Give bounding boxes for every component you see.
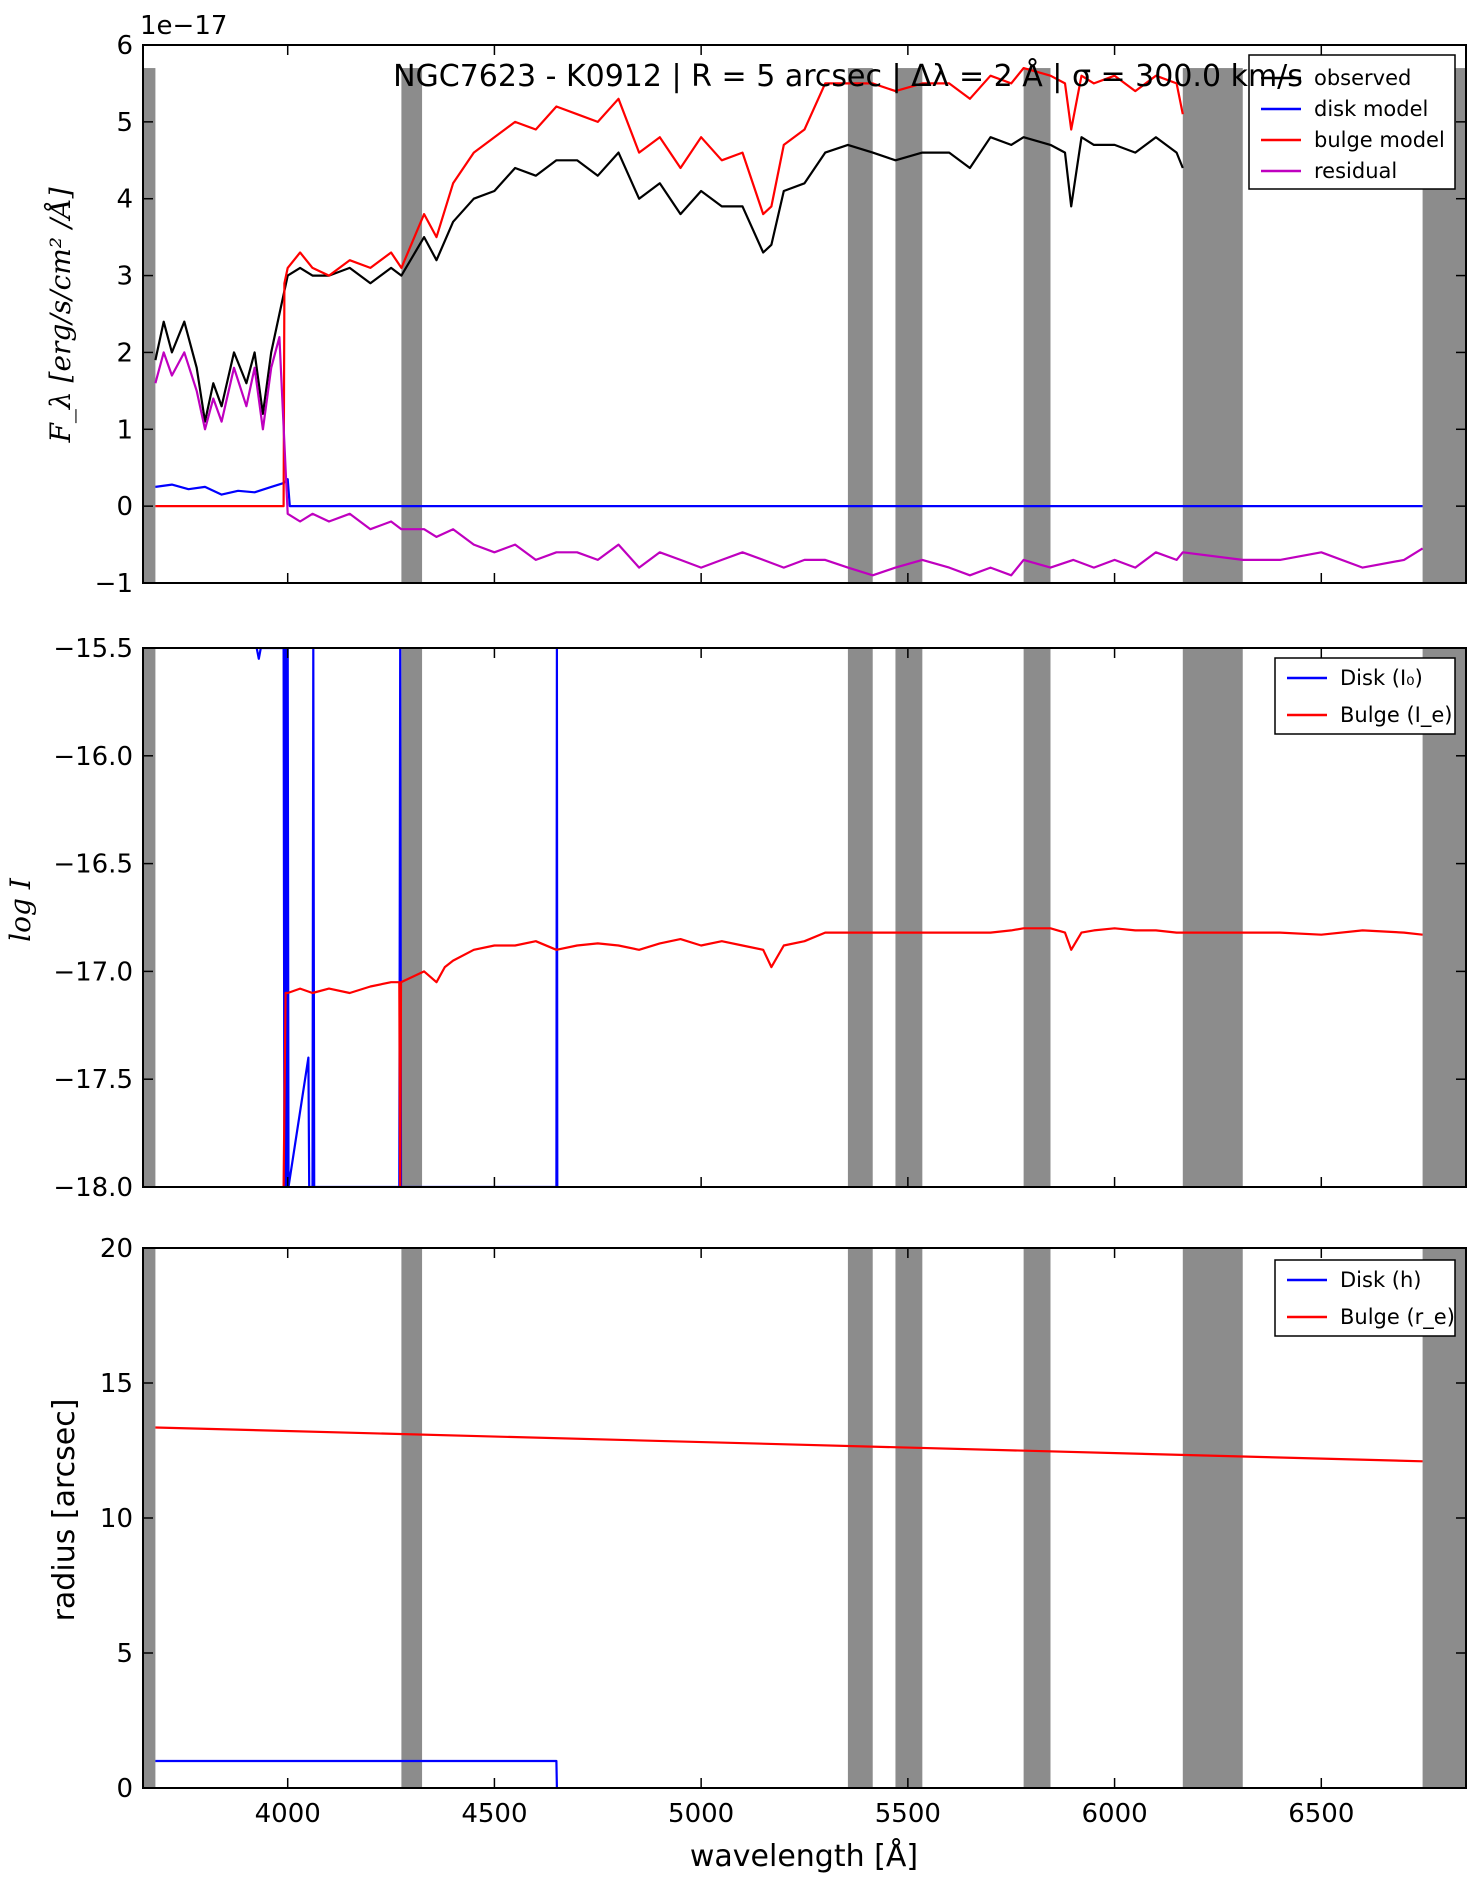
y-tick-label: 0: [116, 492, 133, 522]
legend-entry: Bulge (r_e): [1340, 1305, 1455, 1330]
series-line-disk-i-: [255, 648, 559, 1187]
legend-entry: bulge model: [1314, 128, 1445, 152]
masked-region: [401, 1248, 423, 1788]
y-tick-label: 20: [100, 1234, 133, 1264]
x-tick-label: 5000: [668, 1799, 734, 1829]
y-tick-label: 10: [100, 1504, 133, 1534]
series-line-disk-h-: [155, 1759, 558, 1788]
y-tick-label: 1: [116, 415, 133, 445]
y-tick-label: 3: [116, 262, 133, 292]
series-line-observed: [154, 136, 1184, 423]
masked-region: [1182, 68, 1243, 583]
masked-region: [401, 648, 423, 1187]
legend: Disk (I₀) Bulge (I_e): [1274, 657, 1456, 735]
y-offset-label: 1e−17: [140, 11, 227, 41]
chart-title: NGC7623 - K0912 | R = 5 arcsec | Δλ = 2 …: [393, 58, 1303, 94]
masked-region: [1182, 648, 1243, 1187]
masked-region: [1023, 1248, 1051, 1788]
y-tick-label: −18.0: [53, 1173, 133, 1203]
log-intensity-panel: −18.0 −17.5 −17.0 −16.5 −16.0 −15.5 Disk (I₀) B…: [53, 634, 1467, 1203]
x-tick-label: 6500: [1288, 1799, 1354, 1829]
masked-region: [1023, 68, 1051, 583]
y-axis-label-log-i: log I: [4, 877, 37, 942]
masked-region: [143, 648, 156, 1187]
axes-frame: [142, 647, 1467, 1188]
y-tick-label: 5: [116, 108, 133, 138]
series-line-bulge-model: [155, 67, 1184, 508]
legend-entry: residual: [1314, 159, 1397, 183]
x-tick-label: 6000: [1081, 1799, 1147, 1829]
flux-panel: −1 0 1 2 3 4 5 6 observed disk model bulge model re…: [95, 31, 1467, 599]
legend-entry: Bulge (I_e): [1340, 703, 1452, 728]
legend-entry: Disk (I₀): [1340, 666, 1423, 690]
y-axis-label-radius: radius [arcsec]: [47, 1399, 82, 1622]
y-tick-label: 0: [116, 1774, 133, 1804]
legend: observed disk model bulge model residual: [1248, 54, 1456, 190]
x-tick-label: 5500: [875, 1799, 941, 1829]
y-tick-label: −1: [95, 569, 133, 599]
y-tick-label: −16.0: [53, 742, 133, 772]
radius-panel: 0 5 10 15 20 4000 4500 5000 5500 6000 6500 Disk (h)…: [100, 1234, 1467, 1829]
masked-region: [401, 68, 423, 583]
series-line-bulge-i-e-: [282, 927, 1423, 1187]
x-axis-label-wavelength: wavelength [Å]: [690, 1838, 918, 1874]
series-line-residual: [154, 336, 1424, 577]
y-axis-label-flux: F_λ [erg/s/cm² /Å]: [44, 187, 77, 443]
y-tick-label: −17.0: [53, 957, 133, 987]
series-line-disk-model: [155, 478, 1423, 508]
legend: Disk (h) Bulge (r_e): [1274, 1259, 1456, 1337]
masked-region: [847, 1248, 873, 1788]
series-line-bulge-r-e-: [155, 1426, 1423, 1463]
legend-entry: disk model: [1314, 97, 1428, 121]
y-tick-label: 4: [116, 185, 133, 215]
x-tick-label: 4000: [255, 1799, 321, 1829]
masked-region: [895, 648, 923, 1187]
plot-area: [143, 1248, 1466, 1788]
masked-region: [143, 68, 156, 583]
legend-entry: Disk (h): [1340, 1268, 1421, 1292]
masked-region: [895, 1248, 923, 1788]
y-tick-label: −16.5: [53, 850, 133, 880]
masked-region: [1023, 648, 1051, 1187]
y-tick-label: 15: [100, 1369, 133, 1399]
x-tick-label: 4500: [461, 1799, 527, 1829]
axes-frame: [142, 44, 1467, 584]
plot-area: [143, 648, 1466, 1187]
y-tick-label: 5: [116, 1639, 133, 1669]
masked-region: [847, 68, 873, 583]
y-tick-label: −17.5: [53, 1065, 133, 1095]
axes-frame: [142, 1247, 1467, 1789]
y-tick-label: −15.5: [53, 634, 133, 664]
masked-region: [847, 648, 873, 1187]
legend-entry: observed: [1314, 66, 1411, 90]
masked-region: [1422, 648, 1466, 1187]
y-tick-label: 2: [116, 338, 133, 368]
masked-region: [1182, 1248, 1243, 1788]
y-tick-label: 6: [116, 31, 133, 61]
